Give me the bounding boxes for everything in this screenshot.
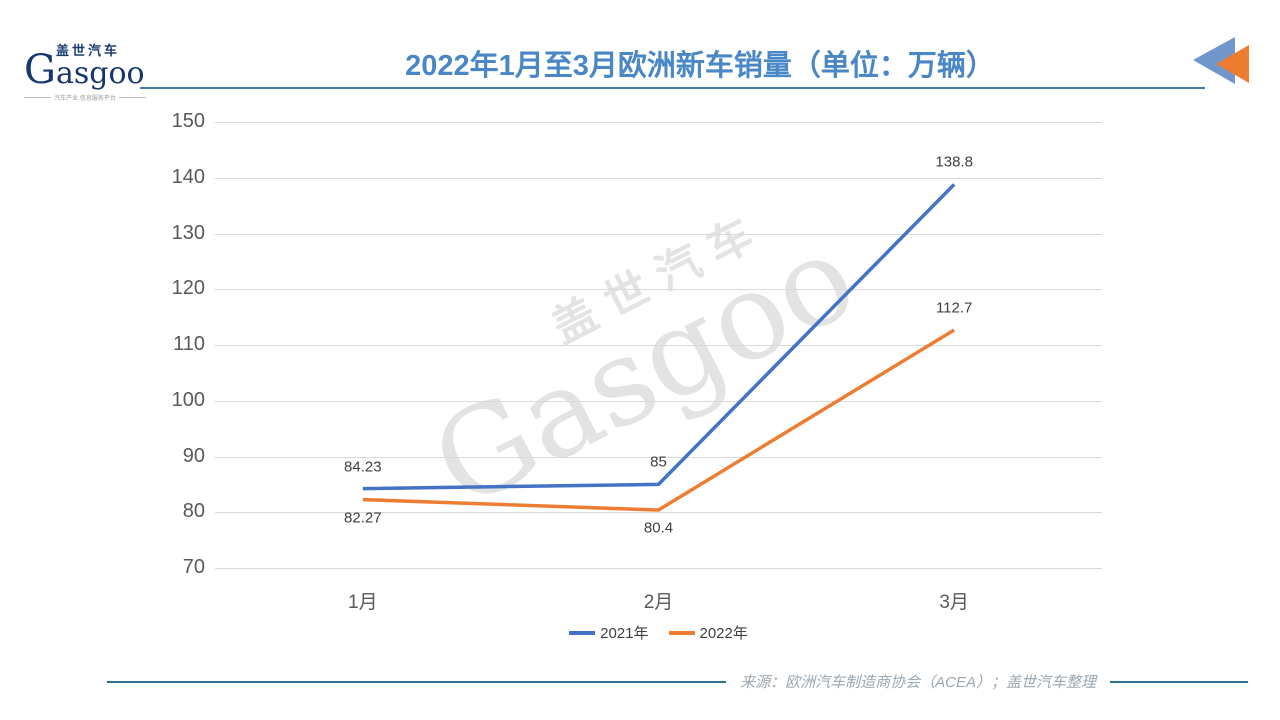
chart-title: 2022年1月至3月欧洲新车销量（单位：万辆） [405, 50, 995, 82]
y-axis-tick-label: 70 [182, 556, 205, 579]
gasgoo-logo: 盖世汽车 Gasgoo 汽车产业 信息服务平台 [24, 40, 147, 102]
y-axis-tick-label: 80 [182, 500, 205, 523]
logo-tagline: 汽车产业 信息服务平台 [24, 93, 147, 102]
legend-label: 2022年 [699, 625, 748, 642]
y-axis-tick-label: 100 [171, 388, 205, 411]
footer-rule-left [107, 680, 727, 683]
gridline [215, 456, 1102, 458]
y-axis-tick-label: 110 [173, 333, 205, 356]
data-label: 85 [650, 453, 667, 471]
corner-triangles-icon [1193, 37, 1249, 84]
y-axis-tick-label: 120 [171, 277, 205, 300]
legend-marker [569, 630, 596, 635]
series-line [362, 328, 956, 512]
data-label: 82.27 [344, 509, 382, 527]
legend-item: 2021年 [569, 622, 649, 643]
gridline [215, 289, 1102, 291]
gridline [215, 400, 1102, 402]
gridline [215, 122, 1102, 123]
gridline [215, 177, 1102, 179]
data-label: 112.7 [935, 299, 973, 317]
logo-tagline-text: 汽车产业 信息服务平台 [54, 96, 116, 102]
logo-wordmark: Gasgoo [24, 54, 146, 90]
gridline [215, 568, 1102, 569]
y-axis-tick-label: 140 [171, 165, 205, 188]
y-axis-tick-label: 90 [182, 444, 205, 467]
data-label: 138.8 [935, 153, 973, 171]
logo-chinese-name: 盖世汽车 [56, 43, 121, 58]
footer-rule-right [1110, 680, 1248, 683]
source-footer: 来源：欧洲汽车制造商协会（ACEA）；盖世汽车整理 [107, 671, 1248, 692]
gridline [215, 233, 1102, 235]
header-rule [140, 87, 1205, 89]
x-axis-tick-label: 3月 [939, 592, 969, 613]
source-text: 来源：欧洲汽车制造商协会（ACEA）；盖世汽车整理 [740, 674, 1096, 691]
y-axis-tick-label: 130 [171, 221, 205, 244]
data-label: 80.4 [643, 519, 674, 537]
legend: 2021年 2022年 [215, 622, 1102, 643]
series-line [362, 183, 956, 491]
gridline [215, 345, 1102, 346]
y-axis-tick-label: 150 [171, 110, 205, 133]
legend-label: 2021年 [600, 625, 649, 642]
legend-item: 2022年 [668, 622, 748, 643]
legend-marker [668, 630, 695, 635]
data-label: 84.23 [344, 458, 382, 476]
x-axis-tick-label: 2月 [643, 592, 674, 613]
gridline [215, 512, 1102, 514]
x-axis-tick-label: 1月 [348, 592, 378, 613]
